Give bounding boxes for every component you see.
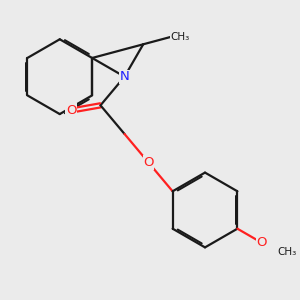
Text: CH₃: CH₃ xyxy=(278,247,297,257)
Text: O: O xyxy=(66,104,76,117)
Text: N: N xyxy=(120,70,129,83)
Text: CH₃: CH₃ xyxy=(170,32,190,42)
Text: O: O xyxy=(143,156,154,169)
Text: O: O xyxy=(256,236,267,249)
